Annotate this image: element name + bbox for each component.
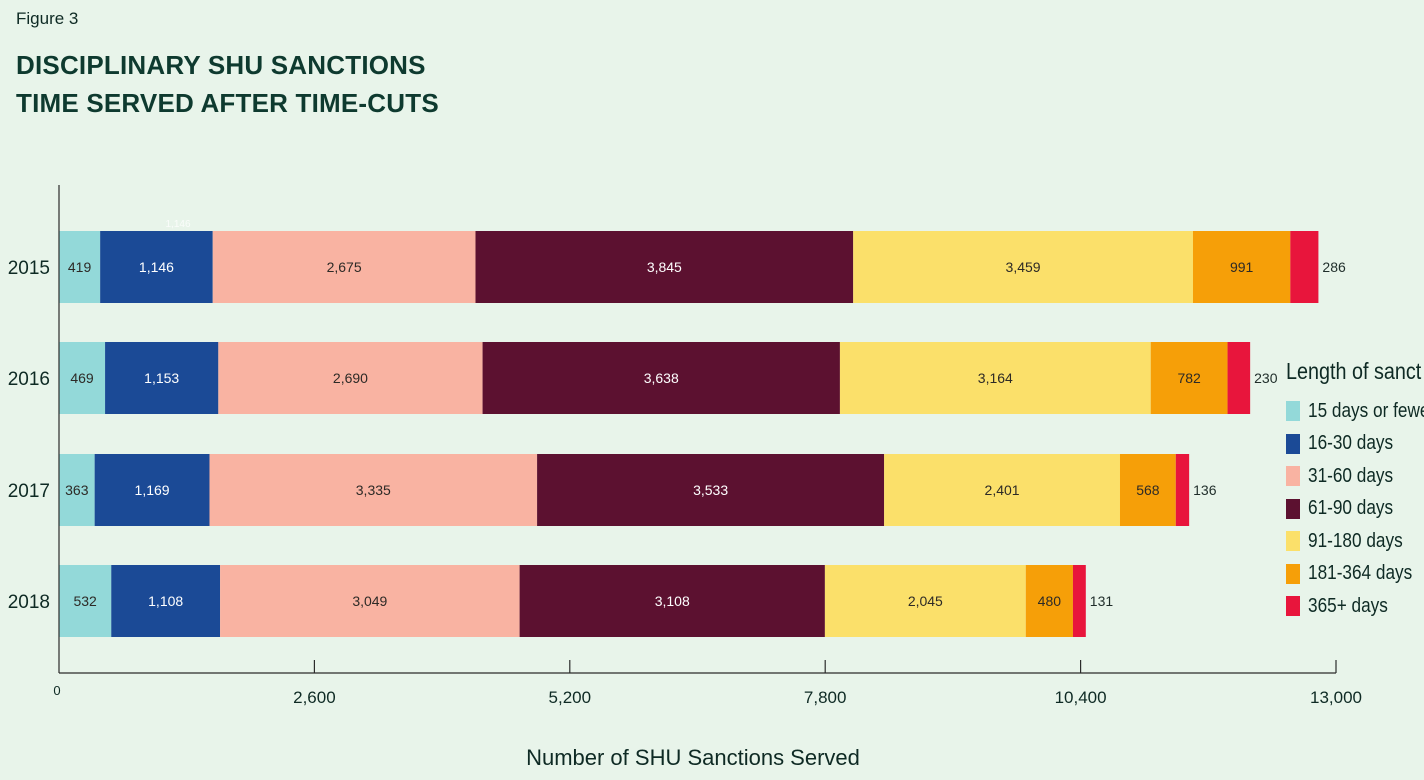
legend-item: 181-364 days <box>1286 558 1424 591</box>
legend-swatch <box>1286 401 1300 422</box>
bar-value-label: 480 <box>1038 593 1062 609</box>
bar-segment <box>111 565 221 637</box>
bar-value-label: 3,049 <box>352 593 387 609</box>
legend-item: 16-30 days <box>1286 428 1424 461</box>
bar-segment <box>59 565 112 637</box>
legend-item: 31-60 days <box>1286 460 1424 493</box>
x-tick-label: 2,600 <box>293 688 336 707</box>
legend-item: 61-90 days <box>1286 493 1424 526</box>
legend-swatch <box>1286 596 1300 617</box>
chart-title-line-1: DISCIPLINARY SHU SANCTIONS <box>16 50 426 80</box>
bar-segment <box>218 342 483 414</box>
legend-label: 91-180 days <box>1308 529 1403 552</box>
bar-value-label: 1,108 <box>148 593 183 609</box>
bar-segment <box>824 565 1026 637</box>
bar-segment <box>853 231 1193 303</box>
chart-title-line-2: TIME SERVED AFTER TIME-CUTS <box>16 88 439 118</box>
bar-value-label: 782 <box>1177 370 1201 386</box>
bar-value-label: 3,164 <box>978 370 1013 386</box>
bar-value-label: 419 <box>68 259 92 275</box>
bar-segment <box>1025 565 1073 637</box>
x-tick-label: 7,800 <box>804 688 847 707</box>
legend-swatch <box>1286 531 1300 552</box>
stray-label: 1,146 <box>165 219 190 230</box>
x-tick-label: 0 <box>53 683 60 698</box>
bar-value-label: 1,146 <box>139 259 174 275</box>
legend-label: 365+ days <box>1308 594 1388 617</box>
x-tick-label: 13,000 <box>1310 688 1362 707</box>
bar-value-label: 3,108 <box>655 593 690 609</box>
bar-value-label: 3,459 <box>1006 259 1041 275</box>
legend-label: 15 days or fewe <box>1308 399 1424 422</box>
bar-value-label: 3,533 <box>693 482 728 498</box>
bar-value-label: 2,690 <box>333 370 368 386</box>
bar-segment <box>209 454 538 526</box>
bar-value-label: 136 <box>1193 482 1217 498</box>
bar-segment <box>59 454 95 526</box>
bar-value-label: 568 <box>1136 482 1160 498</box>
bar-value-label: 363 <box>65 482 89 498</box>
legend-item: 91-180 days <box>1286 525 1424 558</box>
legend-title: Length of sanct <box>1286 358 1422 384</box>
legend-item: 365+ days <box>1286 590 1424 623</box>
bar-segment <box>105 342 219 414</box>
bar-value-label: 2,401 <box>985 482 1020 498</box>
bar-segment <box>100 231 213 303</box>
bar-segment <box>1192 231 1291 303</box>
bar-segment <box>220 565 520 637</box>
figure-label: Figure 3 <box>16 9 79 28</box>
bar-segment <box>482 342 840 414</box>
bar-segment <box>884 454 1120 526</box>
bar-value-label: 532 <box>73 593 97 609</box>
axes-group: 2015 2016 2017 2018 0 2,600 5,200 7,800 10,400 13… <box>8 185 1362 770</box>
bar-segment <box>839 342 1151 414</box>
legend-swatch <box>1286 466 1300 487</box>
bar-segment <box>59 342 106 414</box>
bar-segment <box>1072 565 1086 637</box>
bar-segment <box>1150 342 1228 414</box>
bar-segment <box>475 231 854 303</box>
bar-segment <box>1175 454 1190 526</box>
bar-value-label: 3,638 <box>644 370 679 386</box>
chart-title: DISCIPLINARY SHU SANCTIONS TIME SERVED A… <box>16 46 439 122</box>
bar-segment <box>537 454 885 526</box>
legend-swatch <box>1286 563 1300 584</box>
category-label: 2015 <box>8 258 50 279</box>
bars-group: 419 1,146 2,675 3,845 3,459 991 286 469 1,153 2,6… <box>59 219 1346 637</box>
bar-segment <box>1119 454 1176 526</box>
category-label: 2018 <box>8 592 50 613</box>
legend: Length of sanct 15 days or fewe 16-30 day… <box>1286 358 1424 623</box>
bar-value-label: 2,675 <box>327 259 362 275</box>
x-axis-title: Number of SHU Sanctions Served <box>526 745 860 770</box>
x-tick-label: 5,200 <box>549 688 592 707</box>
legend-swatch <box>1286 498 1300 519</box>
bar-value-label: 230 <box>1254 370 1278 386</box>
bar-segment <box>94 454 210 526</box>
legend-swatch <box>1286 433 1300 454</box>
legend-label: 61-90 days <box>1308 497 1394 520</box>
bar-segment <box>1227 342 1251 414</box>
bar-value-label: 131 <box>1090 593 1114 609</box>
bar-value-label: 1,169 <box>135 482 170 498</box>
bar-segment <box>59 231 101 303</box>
bar-segment <box>1290 231 1319 303</box>
bar-segment <box>212 231 476 303</box>
bar-segment <box>519 565 825 637</box>
legend-label: 181-364 days <box>1308 562 1413 585</box>
bar-value-label: 469 <box>70 370 94 386</box>
legend-label: 31-60 days <box>1308 464 1394 487</box>
bar-value-label: 1,153 <box>144 370 179 386</box>
bar-value-label: 2,045 <box>908 593 943 609</box>
category-label: 2017 <box>8 481 50 502</box>
category-label: 2016 <box>8 369 50 390</box>
legend-items: 15 days or fewe 16-30 days 31-60 days 61-90… <box>1286 395 1424 623</box>
legend-item: 15 days or fewe <box>1286 395 1424 428</box>
legend-label: 16-30 days <box>1308 432 1394 455</box>
bar-value-label: 3,335 <box>356 482 391 498</box>
bar-value-label: 3,845 <box>647 259 682 275</box>
x-tick-label: 10,400 <box>1055 688 1107 707</box>
bar-value-label: 991 <box>1230 259 1254 275</box>
bar-value-label: 286 <box>1322 259 1346 275</box>
